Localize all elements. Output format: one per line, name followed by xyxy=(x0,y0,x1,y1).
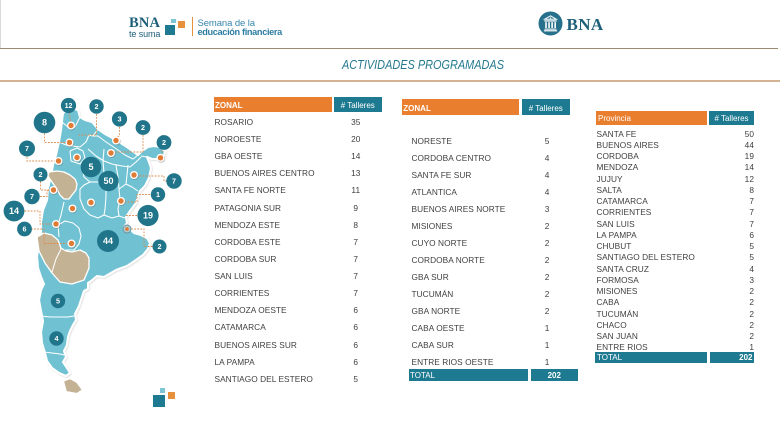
svg-text:5: 5 xyxy=(88,162,93,172)
svg-text:2: 2 xyxy=(158,242,162,251)
svg-text:19: 19 xyxy=(143,211,153,221)
svg-text:44: 44 xyxy=(103,236,113,246)
svg-text:2: 2 xyxy=(95,102,99,111)
svg-text:12: 12 xyxy=(65,103,73,110)
svg-text:7: 7 xyxy=(25,144,29,153)
svg-text:14: 14 xyxy=(9,206,19,216)
svg-text:7: 7 xyxy=(30,192,34,201)
svg-text:2: 2 xyxy=(141,123,145,132)
svg-text:7: 7 xyxy=(172,177,176,186)
svg-text:4: 4 xyxy=(55,334,59,343)
svg-text:2: 2 xyxy=(39,170,43,179)
svg-text:3: 3 xyxy=(118,115,122,124)
svg-text:50: 50 xyxy=(103,176,113,186)
svg-text:6: 6 xyxy=(23,225,27,234)
svg-text:2: 2 xyxy=(162,138,166,147)
svg-text:5: 5 xyxy=(56,297,60,306)
svg-text:1: 1 xyxy=(156,190,160,199)
svg-text:8: 8 xyxy=(42,118,47,128)
